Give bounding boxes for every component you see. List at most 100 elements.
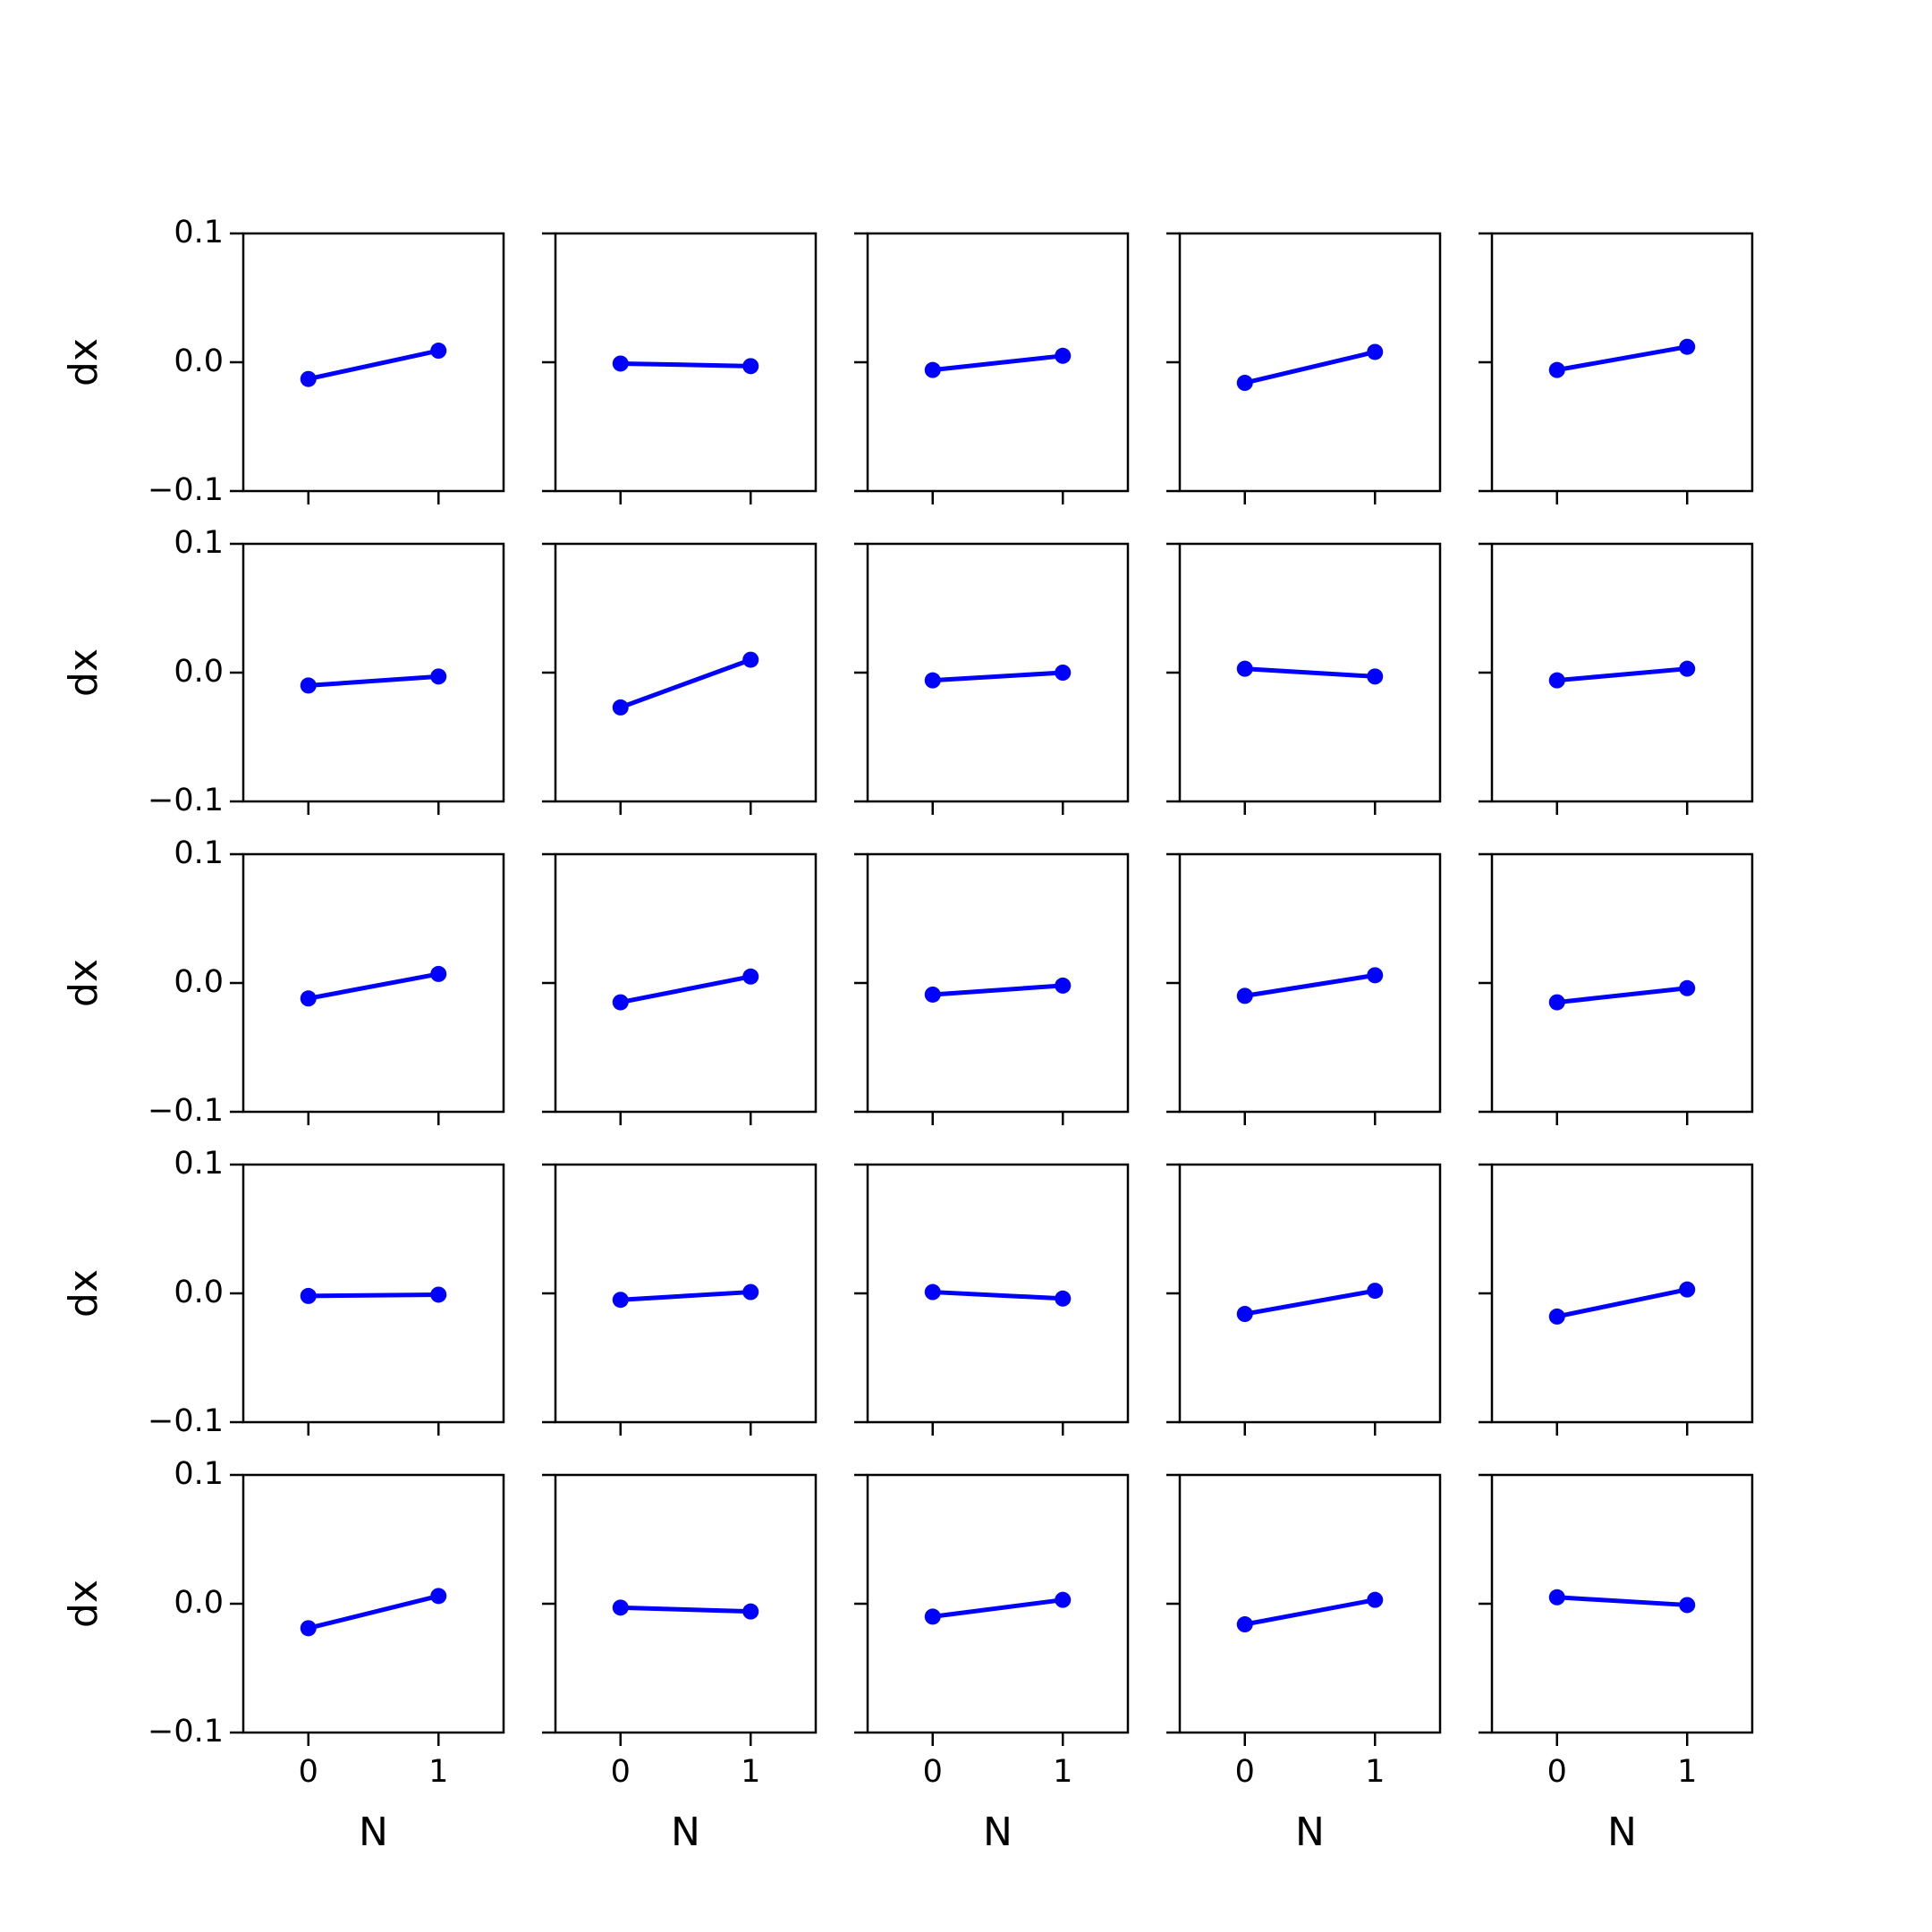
axes-frame — [866, 1473, 1130, 1734]
axes-frame — [1178, 1163, 1442, 1424]
data-point — [742, 358, 759, 375]
data-point — [1055, 1290, 1072, 1307]
y-tick-label: 0.0 — [174, 1585, 224, 1621]
y-tick-label: −0.1 — [148, 1403, 224, 1439]
series-line — [308, 348, 439, 382]
data-point — [300, 370, 317, 387]
subplot-4-5 — [1479, 1163, 1754, 1436]
x-tick-label: 0 — [1235, 1754, 1255, 1790]
data-point — [1367, 668, 1384, 685]
subplot-3-1: 0.1 0.0 −0.1 dx — [61, 835, 505, 1129]
series-line — [1556, 344, 1688, 373]
series-line — [308, 674, 439, 688]
subplot-1-2 — [542, 232, 818, 504]
subplot-1-1: 0.1 0.0 −0.1 dx — [61, 215, 505, 508]
data-point — [430, 1588, 447, 1605]
axes-frame — [866, 542, 1130, 803]
subplot-4-3 — [854, 1163, 1130, 1436]
y-tick-label: −0.1 — [148, 1714, 224, 1750]
series-line — [1244, 350, 1376, 386]
data-point — [1055, 1591, 1072, 1608]
series-line — [932, 353, 1063, 373]
data-point — [1367, 1591, 1384, 1608]
subplot-4-2 — [542, 1163, 818, 1436]
data-point — [300, 1287, 317, 1304]
data-point — [1236, 1306, 1253, 1323]
x-axis-label: N — [671, 1809, 700, 1855]
x-tick-label: 1 — [1053, 1754, 1072, 1790]
axes-frame — [554, 232, 818, 493]
data-point — [300, 990, 317, 1007]
data-point — [1679, 1597, 1696, 1614]
data-point — [924, 1608, 941, 1625]
subplot-5-3: 0 1 N — [854, 1473, 1130, 1855]
data-point — [300, 677, 317, 694]
series-line — [932, 670, 1063, 683]
y-axis-label: dx — [61, 1269, 106, 1318]
series-line — [1244, 972, 1376, 998]
subplot-2-1: 0.1 0.0 −0.1 dx — [61, 525, 505, 818]
data-point — [1548, 361, 1565, 378]
y-axis-label: dx — [61, 648, 106, 697]
data-point — [430, 1286, 447, 1303]
x-tick-label: 1 — [428, 1754, 448, 1790]
series-line — [620, 360, 751, 369]
x-tick-label: 1 — [741, 1754, 760, 1790]
data-point — [1236, 987, 1253, 1004]
subplot-2-4 — [1166, 542, 1442, 815]
x-axis-label: N — [1607, 1809, 1637, 1855]
x-tick-label: 0 — [299, 1754, 318, 1790]
x-tick-label: 1 — [1365, 1754, 1385, 1790]
x-tick-label: 0 — [923, 1754, 943, 1790]
subplot-grid: 0.10.0−0.1dx0.10.0−0.1dx0.10.0−0.1dx0.10… — [61, 215, 1754, 1855]
data-point — [742, 1603, 759, 1620]
data-point — [1679, 979, 1696, 996]
y-tick-label: 0.1 — [174, 215, 224, 250]
y-tick-label: −0.1 — [148, 472, 224, 508]
x-axis-label: N — [983, 1809, 1013, 1855]
y-tick-label: −0.1 — [148, 1093, 224, 1129]
series-line — [1244, 1597, 1376, 1627]
series-line — [1244, 666, 1376, 679]
data-point — [742, 968, 759, 985]
data-point — [1367, 1283, 1384, 1300]
data-point — [612, 1292, 629, 1309]
axes-frame — [242, 542, 505, 803]
series-line — [932, 983, 1063, 997]
subplot-5-4: 0 1 N — [1166, 1473, 1442, 1855]
axes-frame — [866, 852, 1130, 1114]
data-point — [430, 668, 447, 685]
data-point — [924, 361, 941, 378]
subplot-2-3 — [854, 542, 1130, 815]
data-point — [1679, 660, 1696, 677]
axes-frame — [554, 1473, 818, 1734]
subplot-1-5 — [1479, 232, 1754, 504]
series-line — [619, 657, 752, 710]
subplot-2-5 — [1479, 542, 1754, 815]
y-tick-label: 0.1 — [174, 835, 224, 871]
data-point — [612, 1599, 629, 1616]
data-point — [1055, 665, 1072, 681]
x-tick-label: 1 — [1677, 1754, 1697, 1790]
subplot-5-2: 0 1 N — [542, 1473, 818, 1855]
data-point — [1679, 1281, 1696, 1298]
data-point — [1548, 672, 1565, 689]
data-point — [742, 651, 759, 668]
y-tick-label: 0.0 — [174, 1275, 224, 1310]
data-point — [1236, 375, 1253, 392]
x-axis-label: N — [1295, 1809, 1325, 1855]
data-point — [430, 343, 447, 360]
axes-frame — [554, 542, 818, 803]
data-point — [430, 965, 447, 982]
data-point — [924, 1284, 941, 1301]
series-line — [1244, 1288, 1376, 1317]
y-axis-label: dx — [61, 1580, 106, 1628]
data-point — [612, 994, 629, 1011]
axes-frame — [242, 232, 505, 493]
x-tick-label: 0 — [611, 1754, 631, 1790]
series-line — [1556, 666, 1688, 683]
y-tick-label: −0.1 — [148, 783, 224, 818]
subplot-3-3 — [854, 852, 1130, 1125]
axes-frame — [1490, 1473, 1754, 1734]
series-line — [308, 971, 439, 1001]
